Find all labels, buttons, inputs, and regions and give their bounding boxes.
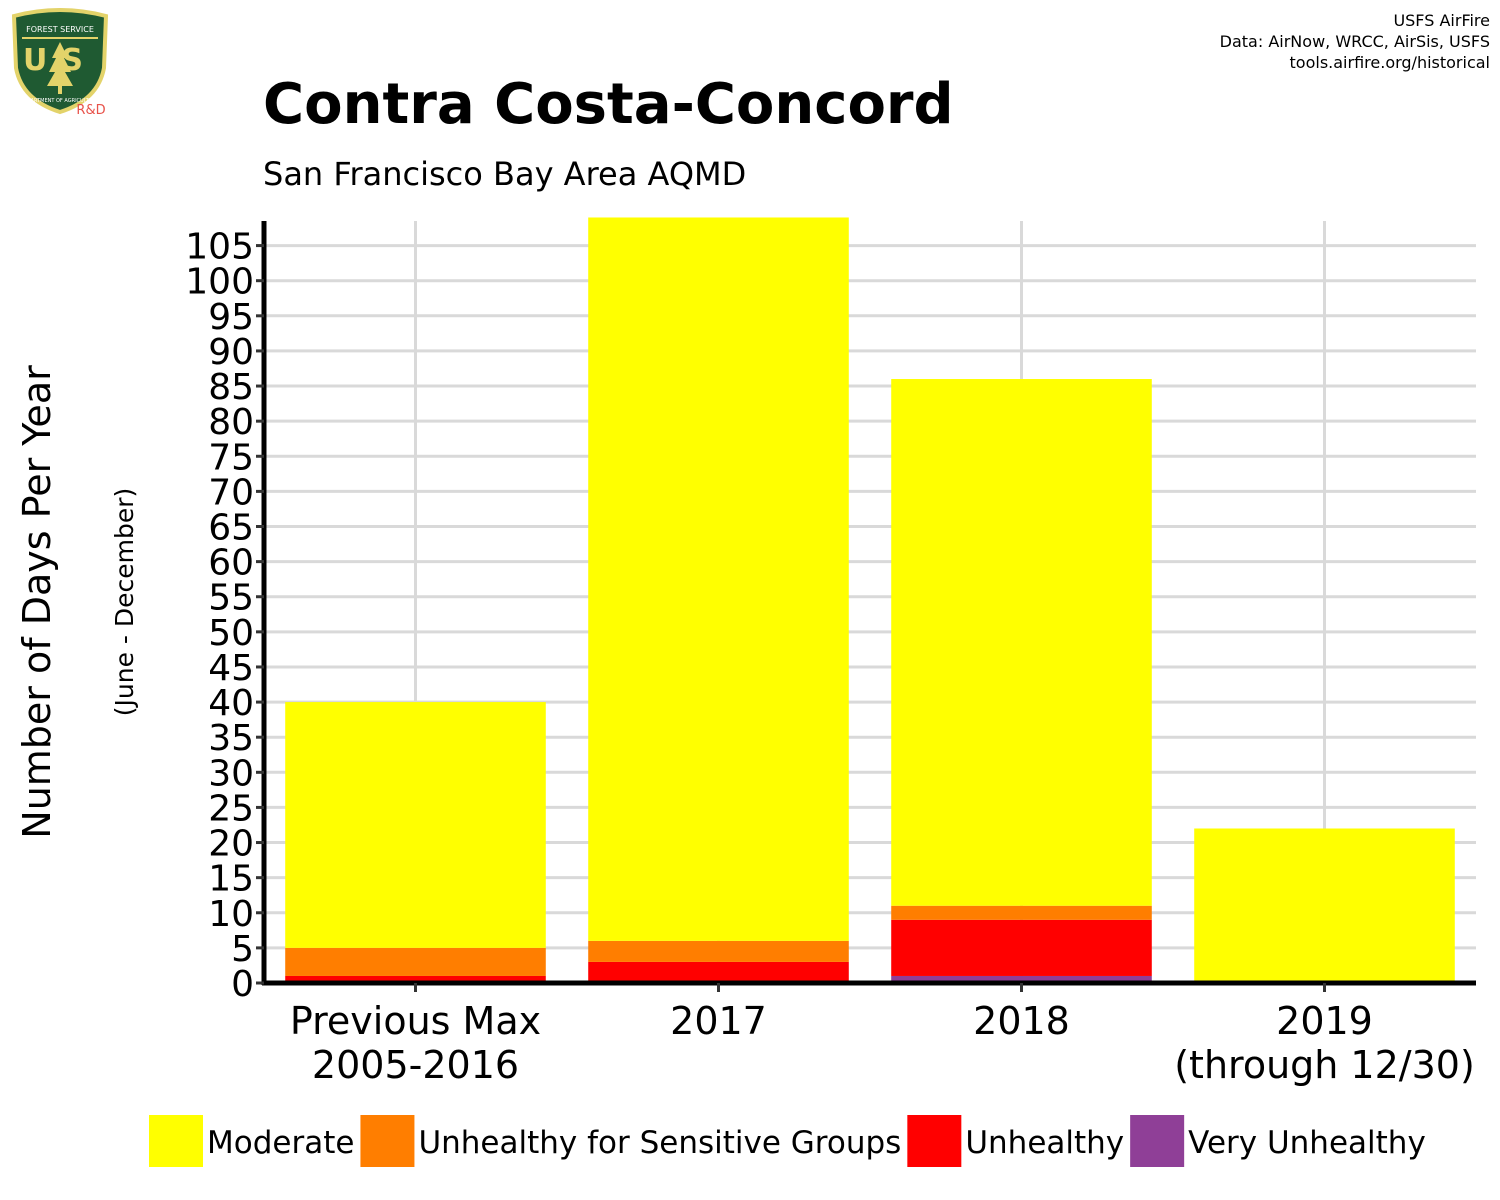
logo-rd-text: R&D — [76, 103, 105, 118]
y-tick-label: 45 — [208, 648, 254, 689]
bar-segment-very-unhealthy — [891, 975, 1152, 983]
credit-line: Data: AirNow, WRCC, AirSis, USFS — [1219, 32, 1490, 51]
y-tick-label: 95 — [208, 297, 254, 338]
y-tick-label: 80 — [208, 402, 254, 443]
y-tick-label: 105 — [185, 227, 254, 268]
legend-label: Moderate — [207, 1125, 354, 1161]
y-tick-label: 65 — [208, 508, 254, 549]
chart-subtitle: San Francisco Bay Area AQMD — [263, 155, 747, 193]
y-axis-label: Number of Days Per Year — [15, 365, 59, 839]
y-tick-label: 85 — [208, 367, 254, 408]
legend-label: Unhealthy — [965, 1125, 1124, 1161]
x-tick-label: 2018 — [973, 999, 1070, 1043]
y-tick-label: 100 — [185, 262, 254, 303]
chart-title: Contra Costa-Concord — [263, 72, 954, 137]
bars — [285, 217, 1455, 983]
y-tick-label: 25 — [208, 788, 254, 829]
bar-segment-unhealthy — [285, 975, 546, 983]
legend-swatch — [907, 1115, 962, 1167]
y-tick-label: 90 — [208, 332, 254, 373]
legend-label: Very Unhealthy — [1188, 1125, 1426, 1161]
bar-segment-moderate — [1194, 828, 1455, 983]
y-tick-label: 15 — [208, 859, 254, 900]
bar-segment-moderate — [285, 702, 546, 948]
y-tick-label: 55 — [208, 578, 254, 619]
x-tick-label: 2017 — [670, 999, 767, 1043]
legend-swatch — [1130, 1115, 1185, 1167]
x-tick-label: 2005-2016 — [312, 1043, 519, 1087]
y-tick-label: 30 — [208, 753, 254, 794]
bar-segment-unhealthy-for-sensitive-groups — [891, 905, 1152, 920]
legend-label: Unhealthy for Sensitive Groups — [418, 1125, 901, 1161]
logo-mark-text: US — [23, 43, 97, 78]
y-tick-label: 50 — [208, 613, 254, 654]
y-tick-label: 75 — [208, 437, 254, 478]
y-tick-label: 10 — [208, 894, 254, 935]
y-tick-label: 40 — [208, 683, 254, 724]
x-tick-label: (through 12/30) — [1174, 1043, 1475, 1087]
bar-segment-unhealthy-for-sensitive-groups — [285, 947, 546, 976]
bar-segment-unhealthy-for-sensitive-groups — [588, 940, 849, 962]
y-tick-label: 5 — [231, 929, 254, 970]
bar-segment-moderate — [588, 217, 849, 941]
y-axis-sublabel: (June - December) — [110, 488, 139, 717]
bar-segment-unhealthy — [891, 919, 1152, 976]
x-tick-label: 2019 — [1276, 999, 1373, 1043]
y-tick-labels: 0510152025303540455055606570758085909510… — [185, 227, 254, 1005]
credit-line: USFS AirFire — [1393, 11, 1490, 30]
credits: USFS AirFire Data: AirNow, WRCC, AirSis,… — [1220, 10, 1490, 73]
y-tick-label: 60 — [208, 543, 254, 584]
y-tick-label: 35 — [208, 718, 254, 759]
legend: Moderate Unhealthy for Sensitive Groups Un… — [149, 1115, 1426, 1167]
x-tick-label: Previous Max — [290, 999, 541, 1043]
y-tick-label: 70 — [208, 472, 254, 513]
bar-segment-unhealthy — [588, 961, 849, 983]
tree-icon — [47, 42, 73, 94]
logo-bottom-text: DEPARTMENT OF AGRICULTURE — [21, 98, 99, 104]
bar-segment-moderate — [891, 379, 1152, 906]
legend-swatch — [360, 1115, 415, 1167]
y-tick-label: 20 — [208, 824, 254, 865]
credit-line: tools.airfire.org/historical — [1289, 53, 1490, 72]
y-tick-label: 0 — [231, 964, 254, 1005]
legend-swatch — [149, 1115, 203, 1167]
axes — [256, 221, 1476, 992]
logo-top-text: FOREST SERVICE — [26, 25, 94, 34]
forest-service-logo: FOREST SERVICE US DEPARTMENT OF AGRICULT… — [11, 8, 109, 118]
